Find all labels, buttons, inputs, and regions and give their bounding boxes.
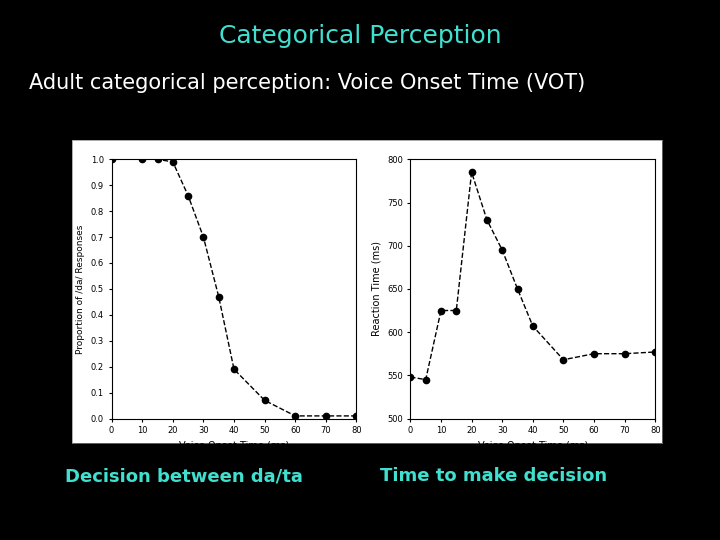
Text: Time to make decision: Time to make decision [379, 467, 607, 485]
Text: Categorical Perception: Categorical Perception [219, 24, 501, 48]
Y-axis label: Proportion of /da/ Responses: Proportion of /da/ Responses [76, 224, 85, 354]
Y-axis label: Reaction Time (ms): Reaction Time (ms) [372, 241, 382, 336]
Text: Adult categorical perception: Voice Onset Time (VOT): Adult categorical perception: Voice Onse… [29, 73, 585, 93]
Text: Decision between da/ta: Decision between da/ta [65, 467, 302, 485]
X-axis label: Voice Onset Time (ms): Voice Onset Time (ms) [477, 441, 588, 451]
X-axis label: Voice Onset Time (ms): Voice Onset Time (ms) [179, 441, 289, 451]
